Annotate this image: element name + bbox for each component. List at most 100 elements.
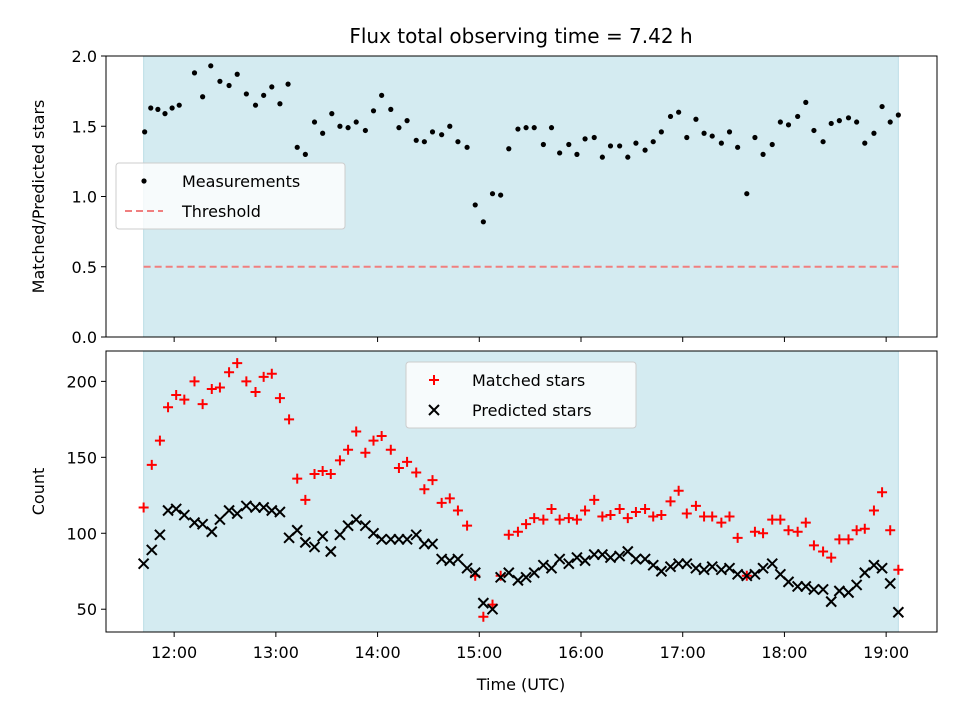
measurements-point [735,144,741,150]
measurements-point [709,133,715,139]
measurements-point [142,129,148,135]
predicted-stars-point [884,577,896,590]
matched-stars-point [274,393,285,404]
x-tick-label: 12:00 [151,643,197,662]
predicted-stars-point [757,562,769,574]
predicted-stars-point [706,560,718,573]
measurements-point [455,139,461,145]
measurements-point [777,119,783,125]
measurements-point [169,105,175,111]
measurements-point [285,81,291,87]
measurements-point [676,109,682,115]
measurements-point [845,115,852,121]
measurements-point [548,125,555,131]
matched-stars-point [368,435,379,446]
count-plot-frame [105,350,938,633]
matched-stars-point [656,510,667,521]
matched-stars-point [818,546,829,557]
predicted-stars-point [579,554,591,567]
measurements-point [591,134,597,141]
y-tick-label: 50 [77,600,97,619]
measurements-point [191,70,198,76]
matched-stars-point [224,367,235,378]
predicted-stars-point [545,562,558,574]
matched-stars-point [197,399,208,410]
measurements-point [566,141,572,148]
matched-stars-point [716,517,727,528]
measurements-point [820,139,826,145]
predicted-stars-point [206,526,218,538]
measurements-point [162,111,168,117]
matched-stars-point [673,485,684,496]
measurements-point [658,129,664,135]
count-y-axis-label: Count [29,468,48,516]
predicted-stars-point [469,567,481,579]
y-tick-label: 0.0 [72,328,97,347]
predicted-stars-point [223,504,235,517]
measurements-point [370,108,377,114]
matched-stars-point [154,435,165,446]
matched-stars-point [546,503,557,514]
matched-stars-point [385,444,396,455]
measurements-point [498,192,504,198]
matched-stars-point [146,459,157,470]
legend-box [405,361,637,429]
x-tick-label: 16:00 [558,643,604,662]
measurements-point [803,99,809,105]
measurements-point [667,113,674,120]
predicted-stars-point [571,551,583,564]
legend-swatch-matched-stars [429,375,439,385]
measurements-point [404,118,410,124]
predicted-stars-point [749,568,761,580]
chart-title: Flux total observing time = 7.42 h [349,24,692,48]
matched-stars-point [232,358,243,369]
predicted-stars-point [137,557,150,570]
matched-stars-point [206,383,217,394]
predicted-stars-point [731,568,744,580]
measurements-point [617,143,623,149]
predicted-stars-point [655,565,668,577]
predicted-stars-point [486,603,499,615]
y-tick-label: 2.0 [72,47,97,66]
measurements-point [760,151,766,157]
measurements-point [464,144,470,150]
measurements-point [429,129,436,135]
predicted-stars-point [850,579,863,591]
predicted-stars-point [563,557,575,570]
predicted-stars-point [817,583,829,596]
matched-stars-point [843,534,854,545]
predicted-stars-point [494,571,507,584]
matched-stars-point [800,517,811,528]
predicted-stars-point [249,501,262,514]
y-tick-label: 1.5 [72,117,97,136]
matched-stars-point [808,540,819,551]
matched-stars-point [360,447,371,458]
measurements-point [718,140,724,146]
x-tick-label: 17:00 [660,643,706,662]
ratio-axis-ticks: 0.0 0.5 1.0 1.5 2.0 [72,47,887,347]
measurements-point [269,84,275,90]
measurements-point [413,137,419,143]
matched-stars-point [885,525,896,536]
measurements-point [701,130,707,136]
matched-stars-point [826,552,837,563]
matched-stars-point [419,484,430,495]
measurements-point [261,92,267,98]
measurements-point [752,134,758,141]
predicted-stars-point [512,574,524,587]
x-tick-label: 14:00 [355,643,401,662]
matched-stars-point [266,368,277,379]
matched-stars-point [411,467,422,478]
measurements-point [379,92,385,98]
predicted-stars-point [892,606,905,618]
matched-stars-point [877,487,888,498]
measurements-point [769,141,775,148]
matched-stars-point [758,528,769,539]
measurements-point [684,134,690,141]
legend-label-matched-stars: Matched stars [472,371,585,390]
measurements-point [277,101,283,107]
predicted-stars-point [596,548,609,561]
matched-stars-point [589,494,600,505]
matched-stars-point [893,564,904,575]
